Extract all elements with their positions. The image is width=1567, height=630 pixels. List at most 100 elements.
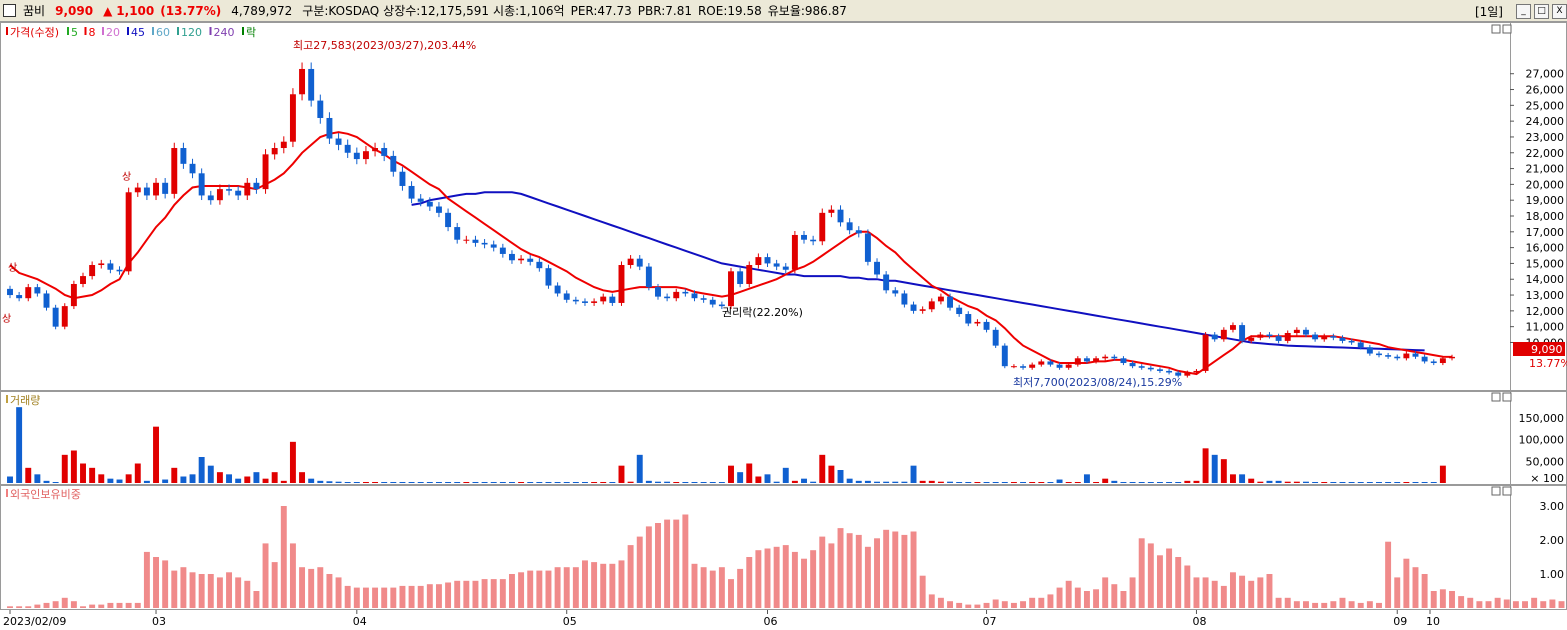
volume-bar	[1275, 480, 1282, 483]
candle-body	[709, 299, 716, 305]
foreign-bar	[417, 585, 424, 608]
foreign-bar	[645, 526, 652, 608]
volume-bar	[691, 482, 698, 483]
panel-minimize-button[interactable]	[1491, 392, 1501, 402]
ma45-line	[411, 191, 1425, 352]
legend-swatch	[67, 27, 69, 35]
foreign-bar	[280, 506, 287, 608]
volume-bar	[709, 482, 716, 483]
panel-maximize-button[interactable]	[1502, 392, 1512, 402]
legend-item[interactable]: 20	[106, 26, 120, 39]
candle-body	[591, 301, 598, 303]
high-annotation: 최고27,583(2023/03/27),203.44%	[293, 39, 476, 52]
foreign-bar	[271, 562, 278, 608]
volume-bar	[801, 478, 807, 483]
candle-body	[874, 261, 880, 275]
legend-item[interactable]: 8	[89, 26, 96, 39]
candle-body	[435, 206, 442, 213]
volume-bar	[417, 482, 424, 483]
legend-item[interactable]: 5	[71, 26, 78, 39]
candle-body	[235, 190, 242, 196]
foreign-bar	[1412, 567, 1419, 608]
candle-body	[1120, 358, 1127, 364]
candle-body	[1376, 353, 1382, 356]
candle-body	[89, 265, 96, 277]
candle-body	[837, 209, 844, 223]
volume-bar	[874, 481, 880, 483]
close-button[interactable]: X	[1552, 4, 1567, 19]
price-tick-label: 11,000	[1526, 321, 1565, 334]
panel-maximize-button[interactable]	[1502, 486, 1512, 496]
volume-bar	[80, 463, 86, 483]
volume-bar	[216, 472, 223, 483]
candle-body	[1129, 363, 1136, 367]
volume-bar	[7, 476, 13, 483]
period-selector[interactable]: [1일]	[1474, 5, 1503, 19]
foreign-bar	[508, 574, 515, 608]
ma45-path	[411, 191, 1425, 352]
foreign-bar	[207, 574, 214, 608]
panel-maximize-button[interactable]	[1502, 24, 1512, 34]
candle-body	[454, 227, 461, 240]
price-tick-label: 21,000	[1526, 163, 1565, 176]
foreign-bar	[1083, 591, 1090, 608]
volume-bar	[435, 482, 442, 483]
legend-item[interactable]: 120	[181, 26, 202, 39]
legend-item[interactable]: 락	[246, 26, 256, 39]
foreign-bar	[1503, 599, 1510, 608]
legend-item[interactable]: 가격(수정)	[10, 26, 59, 39]
volume-bar	[362, 482, 369, 483]
candle-body	[344, 144, 351, 153]
foreign-bar	[1156, 555, 1163, 608]
volume-bar	[1001, 482, 1008, 483]
volume-bar	[545, 482, 552, 483]
up-arrow-icon: ▲	[103, 3, 113, 18]
volume-bar	[43, 480, 50, 483]
foreign-bar	[1348, 601, 1355, 608]
maximize-button[interactable]: □	[1534, 4, 1549, 19]
candle-body	[1303, 329, 1309, 335]
volume-bar	[1385, 482, 1392, 483]
volume-bar	[1284, 481, 1291, 483]
foreign-bar	[1275, 597, 1282, 608]
volume-bar	[463, 482, 470, 483]
foreign-bar	[335, 577, 342, 608]
volume-bar	[472, 482, 479, 483]
volume-bar	[280, 480, 287, 483]
foreign-bar	[1202, 577, 1209, 608]
candle-body	[810, 239, 817, 242]
foreign-bar	[390, 587, 397, 608]
legend-item[interactable]: 60	[156, 26, 170, 39]
candle-body	[16, 295, 23, 299]
foreign-bar	[709, 570, 716, 608]
legend-item[interactable]: 45	[131, 26, 145, 39]
foreign-bar	[1102, 577, 1109, 608]
candle-body	[618, 265, 625, 303]
minimize-button[interactable]: _	[1516, 4, 1531, 19]
volume-bar	[162, 479, 169, 483]
candle-body	[1184, 372, 1191, 376]
volume-bar	[198, 457, 205, 483]
candle-body	[755, 257, 762, 266]
candle-body	[390, 155, 397, 172]
volume-bar	[52, 482, 59, 483]
candle-body	[901, 293, 908, 305]
volume-bar	[645, 480, 652, 483]
foreign-bar	[1056, 587, 1063, 608]
volume-bar	[700, 482, 707, 483]
foreign-bar	[901, 534, 908, 608]
legend-item[interactable]: 240	[214, 26, 235, 39]
candle-body	[1220, 329, 1227, 340]
candle-body	[1385, 355, 1392, 357]
price-tick-label: 19,000	[1526, 194, 1565, 207]
legend-swatch	[152, 27, 154, 35]
volume-bar	[116, 479, 123, 483]
volume-bar	[299, 472, 306, 483]
stock-chart[interactable]: 가격(수정) 5 8 20 45 60 120 240 락 27,000 26,000 25,000…	[0, 22, 1567, 630]
panel-minimize-button[interactable]	[1491, 24, 1501, 34]
candle-body	[362, 151, 369, 160]
foreign-bar	[1531, 597, 1538, 608]
candle-body	[335, 138, 342, 145]
select-checkbox[interactable]	[3, 4, 16, 17]
panel-minimize-button[interactable]	[1491, 486, 1501, 496]
